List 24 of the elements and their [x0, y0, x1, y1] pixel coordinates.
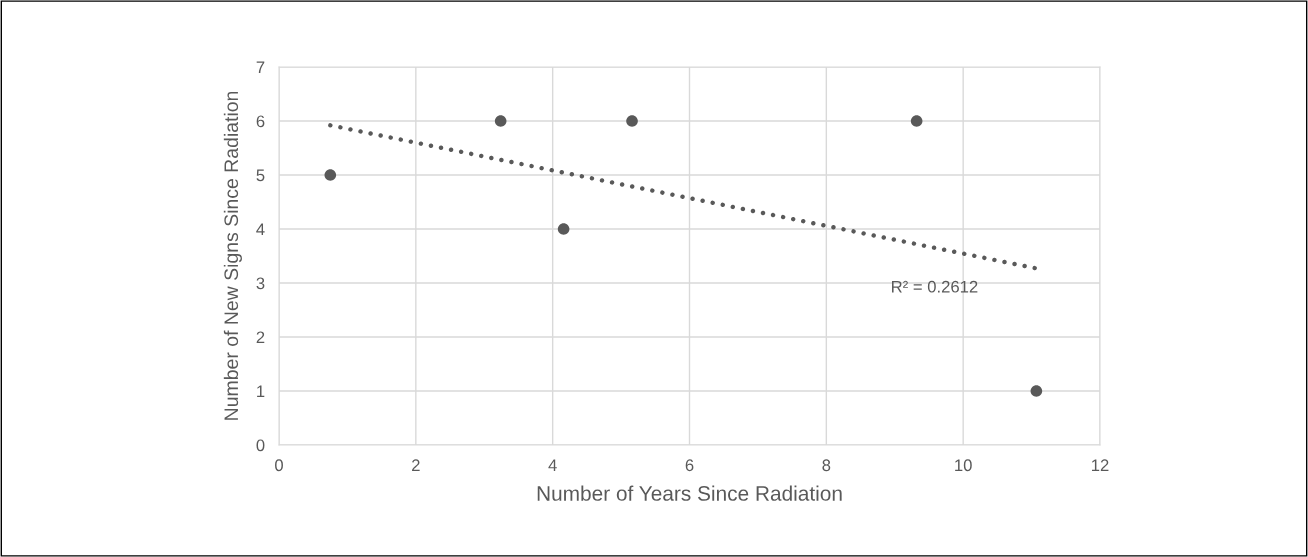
point [910, 115, 923, 127]
y-tick-label: 6 [256, 115, 265, 128]
y-tick-label: 3 [256, 277, 265, 290]
y-axis-title: Number of New Signs Since Radiation [223, 91, 242, 420]
point [626, 115, 638, 127]
x-axis-title: Number of Years Since Radiation [537, 485, 842, 501]
y-tick-label: 4 [256, 223, 265, 236]
annotation: R² = 0.2612 [892, 280, 978, 293]
x-tick-label: 4 [548, 459, 557, 471]
point [557, 223, 570, 235]
y-tick-label: 2 [256, 331, 265, 344]
y-tick-label: 5 [256, 169, 265, 182]
x-tick-label: 8 [822, 459, 831, 472]
x-tick-label: 12 [1092, 459, 1109, 471]
x-tick-label: 6 [685, 459, 694, 472]
point [324, 169, 337, 181]
x-tick-label: 10 [955, 459, 972, 472]
x-tick-label: 0 [275, 459, 283, 472]
point [1030, 385, 1043, 397]
y-tick-label: 1 [257, 385, 265, 398]
x-tick-label: 2 [412, 459, 420, 471]
y-tick-label: 7 [256, 61, 265, 74]
point [494, 115, 507, 127]
y-tick-label: 0 [256, 439, 265, 452]
